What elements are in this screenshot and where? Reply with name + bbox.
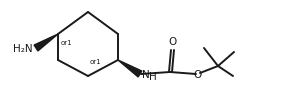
Text: O: O bbox=[168, 37, 177, 47]
Text: H₂N: H₂N bbox=[13, 44, 33, 54]
Text: O: O bbox=[193, 70, 201, 80]
Polygon shape bbox=[34, 34, 58, 51]
Text: H: H bbox=[149, 72, 157, 82]
Polygon shape bbox=[118, 60, 142, 77]
Text: N: N bbox=[142, 70, 150, 80]
Text: or1: or1 bbox=[90, 59, 102, 65]
Text: or1: or1 bbox=[61, 40, 73, 46]
